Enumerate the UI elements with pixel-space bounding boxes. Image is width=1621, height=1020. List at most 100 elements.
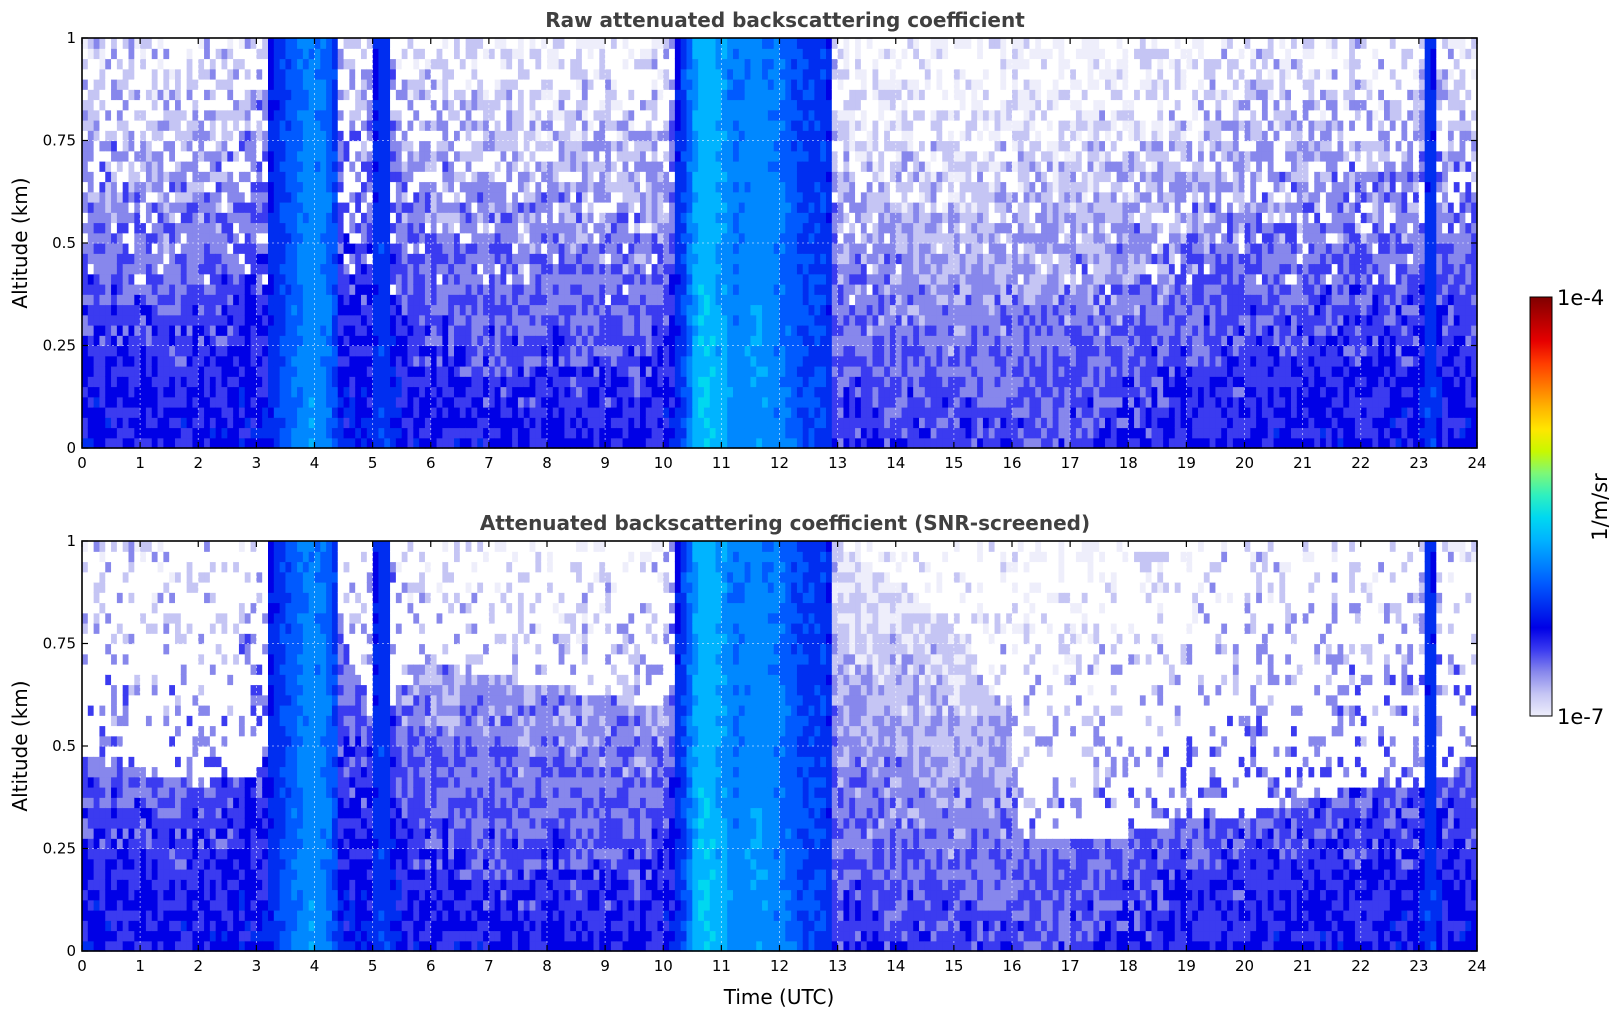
heatmap-cell xyxy=(616,150,624,162)
heatmap-cell xyxy=(709,407,717,418)
heatmap-cell xyxy=(657,273,664,285)
heatmap-cell xyxy=(145,314,153,326)
heatmap-cell xyxy=(616,294,624,306)
heatmap-cell xyxy=(709,386,717,398)
heatmap-cell xyxy=(122,396,130,408)
heatmap-cell xyxy=(512,130,519,142)
heatmap-cell xyxy=(355,314,362,326)
heatmap-cell xyxy=(384,386,391,398)
heatmap-cell xyxy=(233,202,240,213)
heatmap-cell xyxy=(192,191,199,203)
heatmap-cell xyxy=(297,232,304,244)
heatmap-cell xyxy=(244,191,252,203)
heatmap-cell xyxy=(273,99,281,111)
heatmap-cell xyxy=(140,355,147,367)
heatmap-cell xyxy=(407,99,414,111)
heatmap-cell xyxy=(477,161,484,172)
heatmap-cell xyxy=(430,273,438,285)
heatmap-cell xyxy=(448,396,455,408)
heatmap-cell xyxy=(430,202,438,213)
heatmap-cell xyxy=(459,386,467,398)
heatmap-cell xyxy=(122,355,130,367)
heatmap-cell xyxy=(285,294,292,306)
heatmap-cell xyxy=(738,191,746,203)
heatmap-cell xyxy=(361,68,368,80)
heatmap-cell xyxy=(454,284,461,295)
heatmap-cell xyxy=(587,89,595,101)
heatmap-cell xyxy=(593,212,600,224)
heatmap-cell xyxy=(355,68,362,80)
heatmap-cell xyxy=(610,150,618,162)
heatmap-cell xyxy=(262,38,269,49)
heatmap-cell xyxy=(698,284,705,295)
heatmap-cell xyxy=(448,181,455,193)
heatmap-cell xyxy=(698,335,705,347)
heatmap-cell xyxy=(727,181,734,193)
heatmap-cell xyxy=(262,161,269,172)
heatmap-cell xyxy=(692,427,699,439)
heatmap-cell xyxy=(715,202,722,213)
heatmap-cell xyxy=(762,243,769,254)
heatmap-cell xyxy=(169,396,176,408)
heatmap-cell xyxy=(791,109,798,121)
heatmap-cell xyxy=(640,437,647,449)
heatmap-cell xyxy=(111,222,118,234)
heatmap-cell xyxy=(576,68,583,80)
heatmap-cell xyxy=(308,161,316,172)
heatmap-cell xyxy=(599,58,606,70)
heatmap-cell xyxy=(564,48,571,60)
heatmap-cell xyxy=(785,273,792,285)
heatmap-cell xyxy=(436,314,443,326)
heatmap-cell xyxy=(680,140,688,152)
heatmap-cell xyxy=(215,427,223,439)
heatmap-cell xyxy=(564,212,571,224)
heatmap-cell xyxy=(517,150,525,162)
heatmap-cell xyxy=(785,202,792,213)
heatmap-cell xyxy=(494,345,502,357)
heatmap-cell xyxy=(523,407,531,418)
heatmap-cell xyxy=(785,304,792,316)
heatmap-cell xyxy=(628,314,635,326)
heatmap-cell xyxy=(145,38,153,49)
heatmap-cell xyxy=(605,212,612,224)
heatmap-cell xyxy=(424,284,432,295)
heatmap-cell xyxy=(186,304,194,316)
heatmap-cell xyxy=(349,202,356,213)
heatmap-cell xyxy=(436,150,443,162)
heatmap-cell xyxy=(175,130,182,142)
heatmap-cell xyxy=(796,212,804,224)
heatmap-cell xyxy=(483,304,490,316)
heatmap-cell xyxy=(186,181,194,193)
heatmap-cell xyxy=(233,171,240,183)
heatmap-cell xyxy=(157,191,164,203)
heatmap-cell xyxy=(140,243,147,254)
heatmap-cell xyxy=(430,89,438,101)
heatmap-cell xyxy=(448,325,455,336)
heatmap-cell xyxy=(605,79,612,90)
heatmap-cell xyxy=(82,284,89,295)
heatmap-cell xyxy=(157,273,164,285)
heatmap-cell xyxy=(244,427,252,439)
heatmap-cell xyxy=(401,407,409,418)
heatmap-cell xyxy=(204,396,211,408)
heatmap-cell xyxy=(169,161,176,172)
heatmap-cell xyxy=(698,376,705,388)
heatmap-cell xyxy=(773,386,781,398)
heatmap-cell xyxy=(407,294,414,306)
heatmap-cell xyxy=(169,120,176,131)
heatmap-cell xyxy=(651,407,659,418)
heatmap-cell xyxy=(750,407,757,418)
heatmap-cell xyxy=(413,243,420,254)
heatmap-cell xyxy=(558,273,566,285)
heatmap-cell xyxy=(547,386,554,398)
heatmap-cell xyxy=(796,417,804,429)
heatmap-cell xyxy=(401,161,409,172)
heatmap-cell xyxy=(709,212,717,224)
heatmap-cell xyxy=(744,355,752,367)
heatmap-cell xyxy=(767,222,775,234)
heatmap-cell xyxy=(134,243,141,254)
heatmap-cell xyxy=(198,140,205,152)
heatmap-cell xyxy=(587,437,595,449)
heatmap-cell xyxy=(674,222,682,234)
heatmap-cell xyxy=(285,150,292,162)
